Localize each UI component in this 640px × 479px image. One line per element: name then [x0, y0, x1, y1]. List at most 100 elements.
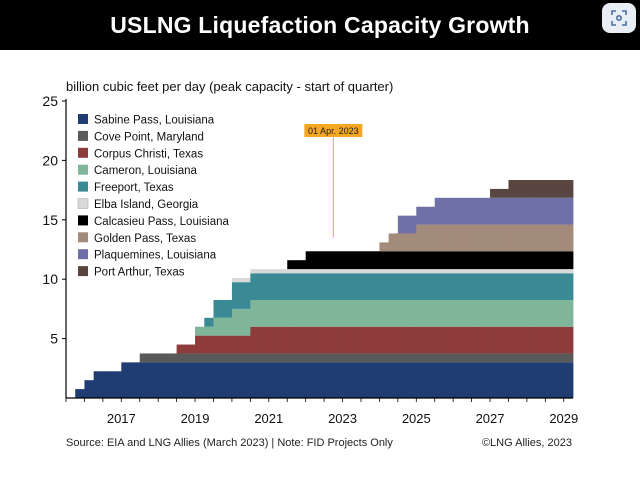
capacity-bar-segment — [333, 326, 343, 354]
capacity-bar-segment — [370, 353, 380, 363]
capacity-bar-segment — [397, 362, 408, 398]
capacity-bar-segment — [342, 326, 353, 354]
capacity-bar-segment — [296, 269, 307, 274]
capacity-bar-segment — [379, 242, 390, 252]
capacity-bar-segment — [536, 273, 546, 300]
capacity-bar-segment — [360, 362, 371, 398]
capacity-bar-segment — [517, 180, 528, 198]
capacity-bar-segment — [563, 269, 574, 274]
capacity-bar-segment — [545, 224, 555, 252]
capacity-bar-segment — [314, 326, 325, 354]
capacity-bar-segment — [536, 269, 546, 274]
capacity-bar-segment — [425, 273, 436, 300]
capacity-bar-segment — [342, 273, 353, 300]
capacity-bar-segment — [324, 251, 334, 270]
screen-capture-button[interactable] — [602, 3, 636, 33]
x-tick-label: 2019 — [181, 411, 210, 426]
capacity-bar-segment — [314, 299, 325, 327]
capacity-bar-segment — [526, 197, 537, 225]
capacity-bar-segment — [296, 353, 307, 363]
capacity-bar-segment — [480, 362, 491, 398]
capacity-bar-segment — [526, 299, 537, 327]
legend-swatch — [78, 114, 88, 124]
capacity-bar-segment — [195, 353, 205, 363]
capacity-bar-segment — [563, 180, 574, 198]
capacity-bar-segment — [471, 353, 482, 363]
annotation-box — [304, 124, 363, 137]
capacity-bar-segment — [526, 326, 537, 354]
capacity-bar-segment — [471, 299, 482, 327]
capacity-bar-segment — [388, 251, 399, 270]
capacity-bar-segment — [499, 224, 509, 252]
capacity-bar-segment — [545, 353, 555, 363]
capacity-bar-segment — [490, 353, 500, 363]
capacity-bar-segment — [185, 344, 196, 354]
legend-label: Cove Point, Maryland — [94, 131, 204, 143]
capacity-bar-segment — [453, 251, 463, 270]
capacity-bar-segment — [508, 273, 519, 300]
capacity-bar-segment — [453, 269, 463, 274]
capacity-bar-segment — [563, 273, 574, 300]
capacity-bar-segment — [241, 335, 251, 354]
capacity-bar-segment — [388, 326, 399, 354]
capacity-bar-segment — [490, 299, 500, 327]
capacity-bar-segment — [397, 233, 408, 252]
copyright-note: ©LNG Allies, 2023 — [481, 437, 572, 449]
capacity-bar-segment — [536, 353, 546, 363]
capacity-bar-segment — [204, 317, 214, 327]
capacity-bar-segment — [342, 269, 353, 274]
legend-swatch — [78, 164, 88, 175]
capacity-bar-segment — [287, 353, 297, 363]
capacity-bar-segment — [453, 362, 463, 398]
capacity-bar-segment — [278, 299, 288, 327]
capacity-bar-segment — [443, 353, 454, 363]
capacity-bar-segment — [407, 353, 417, 363]
capacity-bar-segment — [158, 353, 168, 363]
y-tick-label: 20 — [42, 152, 58, 168]
capacity-bar-segment — [407, 269, 417, 274]
capacity-bar-segment — [213, 299, 224, 318]
capacity-bar-segment — [416, 269, 426, 274]
capacity-bar-segment — [370, 299, 380, 327]
y-tick-label: 5 — [50, 331, 58, 347]
capacity-bar-segment — [517, 299, 528, 327]
capacity-bar-segment — [462, 326, 472, 354]
capacity-bar-segment — [425, 362, 436, 398]
capacity-bar-segment — [287, 299, 297, 327]
capacity-bar-segment — [222, 335, 233, 354]
capacity-bar-segment — [471, 197, 482, 225]
capacity-bar-segment — [517, 197, 528, 225]
capacity-bar-segment — [231, 335, 242, 354]
capacity-bar-segment — [333, 251, 343, 270]
x-tick-label: 2023 — [328, 411, 357, 426]
capacity-bar-segment — [278, 362, 288, 398]
capacity-bar-segment — [324, 269, 334, 274]
capacity-bar-segment — [388, 362, 399, 398]
capacity-bar-segment — [490, 224, 500, 252]
capacity-bar-segment — [397, 353, 408, 363]
capacity-bar-segment — [185, 362, 196, 398]
capacity-bar-segment — [231, 362, 242, 398]
capacity-bar-segment — [314, 269, 325, 274]
legend-label: Plaquemines, Louisiana — [94, 250, 217, 262]
capacity-bar-segment — [490, 326, 500, 354]
capacity-bar-segment — [342, 362, 353, 398]
capacity-bar-segment — [296, 362, 307, 398]
capacity-bar-segment — [222, 317, 233, 336]
y-tick-label: 25 — [42, 93, 58, 109]
capacity-bar-segment — [250, 299, 260, 327]
capacity-bar-segment — [213, 335, 224, 354]
capacity-bar-segment — [167, 362, 178, 398]
capacity-bar-segment — [499, 299, 509, 327]
capacity-bar-segment — [305, 362, 316, 398]
capacity-bar-segment — [508, 224, 519, 252]
capacity-bar-segment — [296, 299, 307, 327]
capacity-bar-segment — [563, 299, 574, 327]
capacity-bar-segment — [471, 224, 482, 252]
capacity-bar-segment — [517, 353, 528, 363]
capacity-bar-segment — [379, 326, 390, 354]
capacity-bar-segment — [471, 269, 482, 274]
capacity-bar-segment — [453, 197, 463, 225]
capacity-bar-segment — [379, 269, 390, 274]
capacity-bar-segment — [314, 251, 325, 270]
